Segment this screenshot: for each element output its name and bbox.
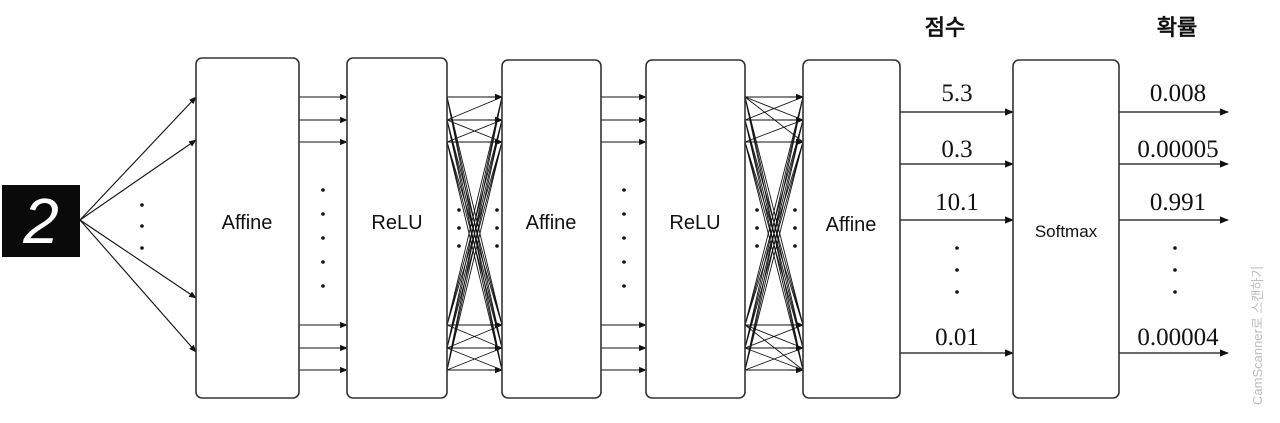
ellipsis-dot: [321, 188, 325, 192]
ellipsis-dot: [1173, 268, 1177, 272]
layer-label: Affine: [526, 212, 577, 234]
ellipsis-dot: [495, 244, 499, 248]
scores-header: 점수: [925, 15, 965, 40]
layer-affine-2: Affine: [502, 60, 601, 398]
layer-relu-2: ReLU: [646, 60, 745, 398]
probability-value: 0.008: [1150, 80, 1206, 107]
ellipsis-dot: [321, 236, 325, 240]
ellipsis-dot: [622, 284, 626, 288]
ellipsis-dot: [140, 246, 144, 250]
ellipsis-dot: [755, 244, 759, 248]
scanner-watermark: CamScanner로 스캔하기: [1250, 266, 1265, 405]
ellipsis-dot: [955, 290, 959, 294]
ellipsis-dot: [457, 208, 461, 212]
ellipsis-dot: [622, 260, 626, 264]
ellipsis-dot: [1173, 246, 1177, 250]
ellipsis-dot: [755, 208, 759, 212]
input-digit-image: 2: [2, 185, 80, 257]
ellipsis-dot: [495, 208, 499, 212]
ellipsis-dot: [793, 244, 797, 248]
ellipsis-dot: [793, 208, 797, 212]
layer-softmax: Softmax: [1013, 60, 1119, 398]
probability-value: 0.00004: [1137, 324, 1219, 351]
ellipsis-dot: [140, 224, 144, 228]
ellipsis-dot: [457, 226, 461, 230]
layer-label: Affine: [826, 214, 877, 236]
layer-label: Softmax: [1035, 222, 1098, 241]
ellipsis-dot: [955, 268, 959, 272]
layer-affine-3: Affine: [803, 60, 900, 398]
connection-arrow: [80, 97, 196, 220]
input-digit-label: 2: [22, 185, 59, 257]
layer-affine-1: Affine: [196, 58, 299, 398]
layer-relu-1: ReLU: [347, 58, 447, 398]
ellipsis-dot: [140, 203, 144, 207]
connection-arrow: [447, 97, 502, 120]
probability-value: 0.00005: [1137, 136, 1218, 163]
layer-label: ReLU: [371, 212, 422, 234]
score-value: 0.01: [935, 324, 979, 351]
layer-label: Affine: [222, 212, 273, 234]
ellipsis-dot: [955, 246, 959, 250]
probability-value: 0.991: [1150, 189, 1206, 216]
ellipsis-dot: [622, 236, 626, 240]
ellipsis-dot: [321, 212, 325, 216]
score-value: 0.3: [941, 136, 972, 163]
ellipsis-dot: [622, 212, 626, 216]
layer-label: ReLU: [669, 212, 720, 234]
ellipsis-dot: [321, 260, 325, 264]
ellipsis-dot: [321, 284, 325, 288]
ellipsis-dot: [755, 226, 759, 230]
ellipsis-dot: [793, 226, 797, 230]
ellipsis-dot: [495, 226, 499, 230]
ellipsis-dot: [1173, 290, 1177, 294]
ellipsis-dot: [457, 244, 461, 248]
ellipsis-dot: [622, 188, 626, 192]
connection-arrow: [80, 140, 196, 220]
score-value: 5.3: [941, 80, 972, 107]
probabilities-header: 확률: [1157, 15, 1197, 40]
score-value: 10.1: [935, 189, 979, 216]
